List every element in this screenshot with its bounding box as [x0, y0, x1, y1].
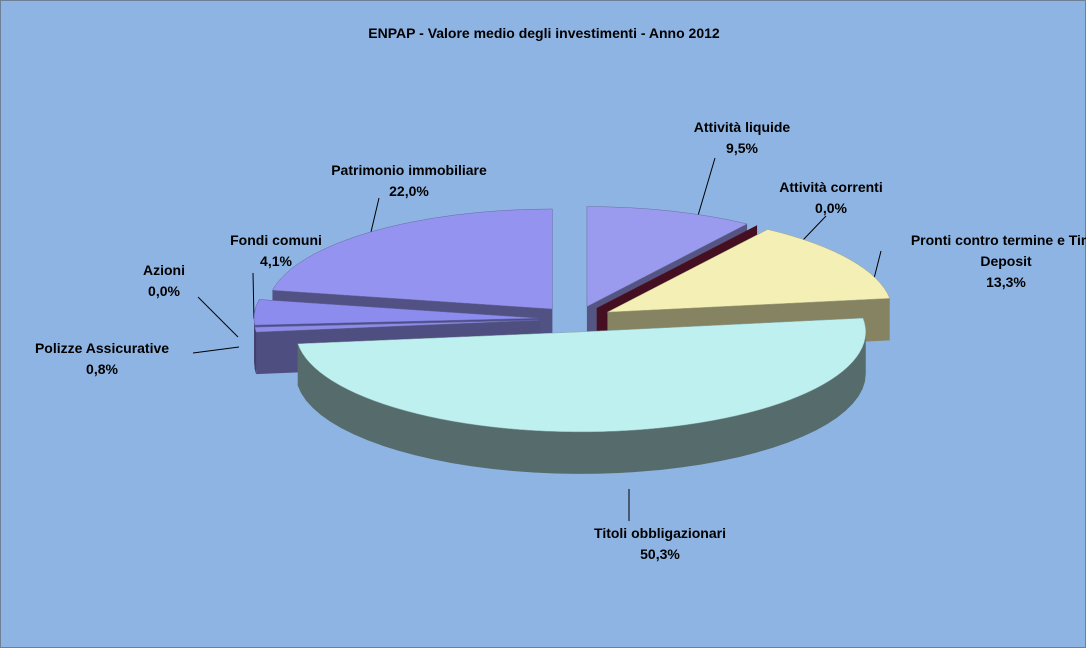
category-label: Azioni	[143, 262, 185, 278]
category-label: Pronti contro termine e Time Deposit	[910, 232, 1086, 269]
leader-line	[192, 346, 240, 354]
chart-title: ENPAP - Valore medio degli investimenti …	[368, 25, 720, 41]
category-label: Attività liquide	[693, 119, 791, 135]
value-label: 0,8%	[86, 361, 118, 377]
slice-side	[254, 318, 255, 368]
data-label: Titoli obbligazionari 50,3%	[594, 523, 726, 565]
slice-top	[586, 206, 748, 307]
data-label: Fondi comuni 4,1%	[230, 230, 322, 272]
category-label: Titoli obbligazionari	[594, 525, 726, 541]
value-label: 50,3%	[640, 546, 680, 562]
value-label: 0,0%	[148, 283, 180, 299]
slice	[297, 317, 867, 474]
value-label: 0,0%	[815, 200, 847, 216]
category-label: Fondi comuni	[230, 232, 322, 248]
value-label: 22,0%	[389, 183, 429, 199]
slice-top	[253, 299, 540, 326]
slice-side	[254, 327, 257, 375]
leader-line	[252, 272, 255, 320]
data-label: Polizze Assicurative 0,8%	[35, 338, 169, 380]
value-label: 9,5%	[726, 140, 758, 156]
value-label: 4,1%	[260, 253, 292, 269]
data-label: Patrimonio immobiliare 22,0%	[331, 160, 487, 202]
slice-side	[297, 331, 866, 474]
data-label: Attività liquide 9,5%	[694, 117, 790, 159]
pie	[253, 206, 891, 474]
slice-top	[297, 317, 867, 433]
data-label: Azioni 0,0%	[143, 260, 185, 302]
value-label: 13,3%	[986, 274, 1026, 290]
category-label: Patrimonio immobiliare	[331, 162, 487, 178]
category-label: Attività correnti	[779, 179, 883, 195]
leader-line	[197, 296, 239, 338]
data-label: Pronti contro termine e Time Deposit 13,3…	[891, 230, 1086, 293]
data-label: Attività correnti 0,0%	[779, 177, 882, 219]
slice-top	[272, 208, 553, 310]
slice-top	[254, 319, 540, 328]
slice-top	[596, 225, 758, 309]
category-label: Polizze Assicurative	[34, 340, 170, 356]
slice-top	[607, 229, 891, 313]
slice-top	[254, 319, 540, 333]
